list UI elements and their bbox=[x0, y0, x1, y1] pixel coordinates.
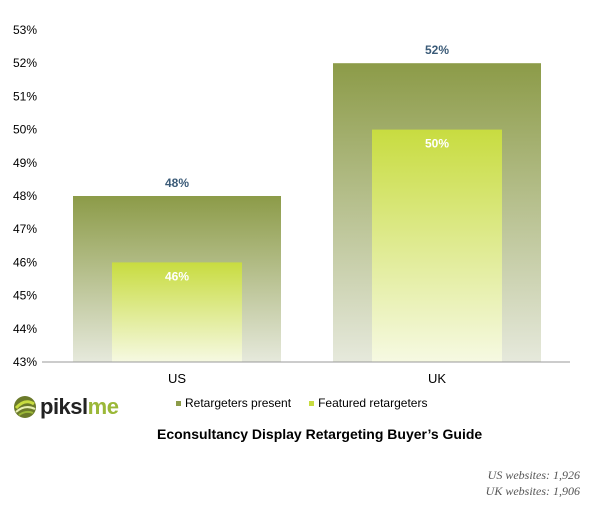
y-tick-label: 43% bbox=[13, 355, 37, 369]
legend-item-retargeters-present: Retargeters present bbox=[176, 396, 291, 410]
logo-text-suffix: me bbox=[87, 394, 119, 419]
bar-chart: 43% 44% 45% 46% 47% 48% 49% 50% 51% 52% 53% 48% 46%… bbox=[13, 23, 570, 386]
note-us-websites: US websites: 1,926 bbox=[487, 468, 580, 482]
y-tick-label: 47% bbox=[13, 222, 37, 236]
data-label-featured-retargeters: 50% bbox=[425, 137, 449, 151]
y-tick-label: 46% bbox=[13, 255, 37, 269]
legend: Retargeters present Featured retargeters bbox=[176, 396, 427, 410]
data-label-retargeters-present: 48% bbox=[165, 176, 189, 190]
logo-sphere-icon bbox=[14, 396, 36, 418]
legend-label-featured-retargeters: Featured retargeters bbox=[318, 396, 428, 410]
y-tick-label: 44% bbox=[13, 322, 37, 336]
y-tick-label: 50% bbox=[13, 123, 37, 137]
data-label-featured-retargeters: 46% bbox=[165, 269, 189, 283]
data-label-retargeters-present: 52% bbox=[425, 43, 449, 57]
y-tick-label: 51% bbox=[13, 89, 37, 103]
legend-swatch-featured-retargeters bbox=[309, 400, 315, 406]
logo-text-prefix: piksl bbox=[40, 394, 88, 419]
y-tick-label: 49% bbox=[13, 156, 37, 170]
x-tick-label: UK bbox=[428, 371, 446, 386]
pikslme-logo: pikslme bbox=[12, 394, 119, 420]
y-tick-label: 48% bbox=[13, 189, 37, 203]
bar-featured-retargeters-us bbox=[112, 262, 242, 362]
legend-label-retargeters-present: Retargeters present bbox=[185, 396, 292, 410]
y-tick-label: 53% bbox=[13, 23, 37, 37]
logo-wordmark: pikslme bbox=[40, 394, 119, 420]
legend-swatch-retargeters-present bbox=[176, 400, 181, 406]
y-tick-label: 45% bbox=[13, 289, 37, 303]
y-tick-label: 52% bbox=[13, 56, 37, 70]
chart-subtitle: Econsultancy Display Retargeting Buyer’s… bbox=[157, 426, 483, 442]
x-tick-label: US bbox=[168, 371, 186, 386]
legend-item-featured-retargeters: Featured retargeters bbox=[309, 396, 427, 410]
bar-featured-retargeters-uk bbox=[372, 129, 502, 362]
note-uk-websites: UK websites: 1,906 bbox=[485, 484, 580, 498]
